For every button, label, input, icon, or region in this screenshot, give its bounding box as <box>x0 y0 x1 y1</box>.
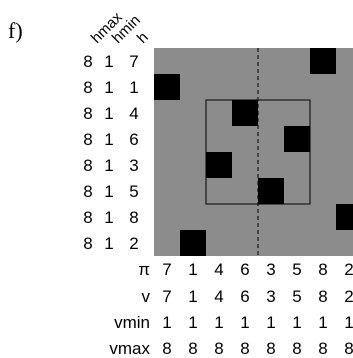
bottom-row-value: 8 <box>318 339 327 358</box>
bottom-row-value: 1 <box>240 313 249 332</box>
bottom-row-value: 1 <box>292 313 301 332</box>
row-7-hmin: 1 <box>104 208 113 227</box>
matrix-cell <box>206 152 232 178</box>
bottom-row-value: 8 <box>344 339 353 358</box>
bottom-row-value: 8 <box>318 260 327 279</box>
bottom-row-label-1: π <box>138 260 150 279</box>
matrix-cell <box>284 126 310 152</box>
row-7-hmax: 8 <box>83 208 92 227</box>
bottom-row-label-4: vmax <box>109 339 150 358</box>
bottom-row-value: 1 <box>162 313 171 332</box>
row-8-hmax: 8 <box>83 234 92 253</box>
bottom-row-value: 4 <box>214 287 223 306</box>
bottom-row-value: 8 <box>162 339 171 358</box>
matrix-cell <box>258 178 284 204</box>
matrix-cell <box>232 100 258 126</box>
bottom-row-value: 6 <box>240 260 249 279</box>
row-6-h: 5 <box>129 182 138 201</box>
row-7-h: 8 <box>129 208 138 227</box>
bottom-row-value: 1 <box>188 287 197 306</box>
row-8-hmin: 1 <box>104 234 113 253</box>
bottom-row-value: 3 <box>266 287 275 306</box>
row-3-h: 4 <box>129 104 138 123</box>
panel-label: f) <box>8 18 23 43</box>
bottom-row-label-3: vmin <box>114 313 150 332</box>
row-5-hmax: 8 <box>83 156 92 175</box>
row-labels: 8 1 78 1 18 1 48 1 68 1 38 1 58 1 88 1 2 <box>83 52 138 253</box>
row-2-hmin: 1 <box>104 78 113 97</box>
row-8-h: 2 <box>129 234 138 253</box>
bottom-row-value: 4 <box>214 260 223 279</box>
row-6-hmax: 8 <box>83 182 92 201</box>
row-1-hmax: 8 <box>83 52 92 71</box>
row-3-hmax: 8 <box>83 104 92 123</box>
bottom-row-value: 8 <box>292 339 301 358</box>
row-4-hmax: 8 <box>83 130 92 149</box>
bottom-row-value: 1 <box>318 313 327 332</box>
row-2-h: 1 <box>129 78 138 97</box>
bottom-row-value: 1 <box>344 313 353 332</box>
matrix-cell <box>336 204 353 230</box>
bottom-row-value: 8 <box>318 287 327 306</box>
row-1-h: 7 <box>129 52 138 71</box>
bottom-row-value: 2 <box>344 260 353 279</box>
row-1-hmin: 1 <box>104 52 113 71</box>
row-5-hmin: 1 <box>104 156 113 175</box>
bottom-row-value: 1 <box>188 260 197 279</box>
matrix-cell <box>154 74 180 100</box>
row-6-hmin: 1 <box>104 182 113 201</box>
bottom-row-value: 7 <box>162 260 171 279</box>
bottom-row-value: 2 <box>344 287 353 306</box>
bottom-row-value: 8 <box>214 339 223 358</box>
row-5-h: 3 <box>129 156 138 175</box>
bottom-row-value: 1 <box>266 313 275 332</box>
column-header-h: h <box>134 29 152 47</box>
bottom-row-label-2: v <box>142 287 151 306</box>
bottom-row-value: 5 <box>292 260 301 279</box>
row-3-hmin: 1 <box>104 104 113 123</box>
matrix-background <box>154 48 353 256</box>
bottom-row-value: 8 <box>240 339 249 358</box>
row-4-h: 6 <box>129 130 138 149</box>
row-2-hmax: 8 <box>83 78 92 97</box>
matrix-cells <box>154 48 353 256</box>
row-4-hmin: 1 <box>104 130 113 149</box>
bottom-row-value: 8 <box>188 339 197 358</box>
matrix-cell <box>310 48 336 74</box>
bottom-row-value: 3 <box>266 260 275 279</box>
bottom-row-value: 6 <box>240 287 249 306</box>
bottom-row-value: 5 <box>292 287 301 306</box>
bottom-row-value: 1 <box>214 313 223 332</box>
bottom-row-value: 7 <box>162 287 171 306</box>
bottom-row-value: 8 <box>266 339 275 358</box>
matrix-cell <box>180 230 206 256</box>
bottom-row-value: 1 <box>188 313 197 332</box>
